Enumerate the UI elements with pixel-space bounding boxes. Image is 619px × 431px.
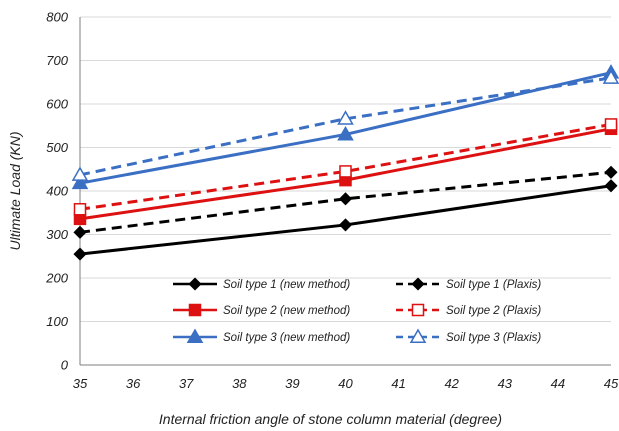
data-point-soil-type-1-new-method-35	[73, 247, 87, 261]
y-axis-title: Ultimate Load (KN)	[7, 131, 23, 250]
x-tick-label-42: 42	[444, 376, 459, 391]
legend-label: Soil type 1 (Plaxis)	[446, 279, 541, 291]
x-tick-label-38: 38	[232, 376, 247, 391]
legend-swatch-marker	[186, 328, 204, 343]
x-tick-label-37: 37	[179, 376, 194, 391]
data-point-soil-type-2-plaxis-45	[604, 118, 618, 131]
series-soil-type-1-plaxis	[73, 165, 618, 239]
legend-label: Soil type 2 (Plaxis)	[446, 305, 541, 317]
data-point-soil-type-1-plaxis-40	[338, 192, 353, 206]
legend-swatch-marker	[411, 303, 425, 317]
legend-swatch-marker	[188, 303, 202, 317]
legend-entry-soil-type-1-plaxis: Soil type 1 (Plaxis)	[396, 277, 541, 291]
legend-entry-soil-type-2-new-method: Soil type 2 (new method)	[173, 303, 350, 317]
data-point-soil-type-2-plaxis-35	[73, 203, 87, 216]
data-point-soil-type-3-plaxis-40	[337, 110, 354, 125]
series-soil-type-1-new-method	[73, 179, 618, 261]
legend-swatch-marker	[188, 277, 202, 291]
data-point-soil-type-3-new-method-40	[337, 125, 354, 141]
data-point-soil-type-1-plaxis-45	[604, 165, 618, 179]
x-tick-label-44: 44	[551, 376, 565, 391]
series-line-soil-type-2-plaxis	[79, 122, 612, 211]
tick-labels: 0 100 200 300 400 500 600 700 800 35 36 37 38 39 40 41 4…	[45, 10, 619, 392]
y-tick-label-400: 400	[46, 184, 68, 199]
y-tick-label-300: 300	[46, 227, 68, 242]
y-tick-label-0: 0	[61, 358, 69, 373]
legend-label: Soil type 2 (new method)	[223, 305, 350, 317]
legend-entry-soil-type-3-plaxis: Soil type 3 (Plaxis)	[396, 328, 541, 344]
series-line-soil-type-3-plaxis	[79, 76, 612, 177]
data-point-soil-type-3-new-method-35	[71, 174, 89, 190]
x-tick-label-43: 43	[498, 376, 513, 391]
x-tick-label-36: 36	[126, 376, 141, 391]
series-line-soil-type-1-plaxis	[79, 170, 612, 234]
series-soil-type-3-plaxis	[71, 69, 619, 181]
series-group	[71, 64, 619, 261]
legend: Soil type 1 (new method) Soil type 1 (Pla…	[173, 277, 541, 344]
gridlines	[80, 16, 611, 322]
data-point-soil-type-1-plaxis-35	[73, 225, 87, 239]
legend-label: Soil type 1 (new method)	[223, 279, 350, 291]
y-tick-label-500: 500	[46, 140, 68, 155]
data-point-soil-type-3-plaxis-35	[71, 166, 89, 181]
legend-label: Soil type 3 (Plaxis)	[446, 332, 541, 344]
x-tick-label-40: 40	[338, 376, 353, 391]
data-point-soil-type-3-plaxis-45	[602, 69, 619, 84]
y-tick-label-800: 800	[46, 10, 68, 25]
y-tick-label-700: 700	[46, 53, 68, 68]
x-tick-label-39: 39	[285, 376, 299, 391]
x-axis-title: Internal friction angle of stone column …	[159, 411, 502, 427]
axes	[79, 17, 611, 366]
legend-swatch-marker	[409, 328, 427, 343]
y-tick-label-200: 200	[45, 271, 68, 286]
x-tick-label-41: 41	[391, 376, 405, 391]
legend-label: Soil type 3 (new method)	[223, 332, 350, 344]
data-point-soil-type-2-plaxis-40	[339, 165, 352, 178]
y-tick-label-100: 100	[46, 314, 68, 329]
data-point-soil-type-1-new-method-45	[604, 179, 618, 193]
x-tick-label-45: 45	[604, 376, 619, 391]
legend-entry-soil-type-1-new-method: Soil type 1 (new method)	[173, 277, 350, 291]
series-soil-type-2-plaxis	[73, 118, 618, 216]
y-tick-label-600: 600	[46, 97, 68, 112]
legend-swatch-marker	[411, 277, 425, 291]
legend-entry-soil-type-2-plaxis: Soil type 2 (Plaxis)	[396, 303, 541, 317]
legend-entry-soil-type-3-new-method: Soil type 3 (new method)	[173, 328, 350, 344]
data-point-soil-type-1-new-method-40	[338, 218, 353, 232]
series-soil-type-3-new-method	[71, 64, 619, 190]
x-tick-label-35: 35	[73, 376, 88, 391]
